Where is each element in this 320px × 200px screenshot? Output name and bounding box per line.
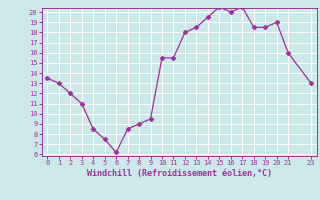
- X-axis label: Windchill (Refroidissement éolien,°C): Windchill (Refroidissement éolien,°C): [87, 169, 272, 178]
